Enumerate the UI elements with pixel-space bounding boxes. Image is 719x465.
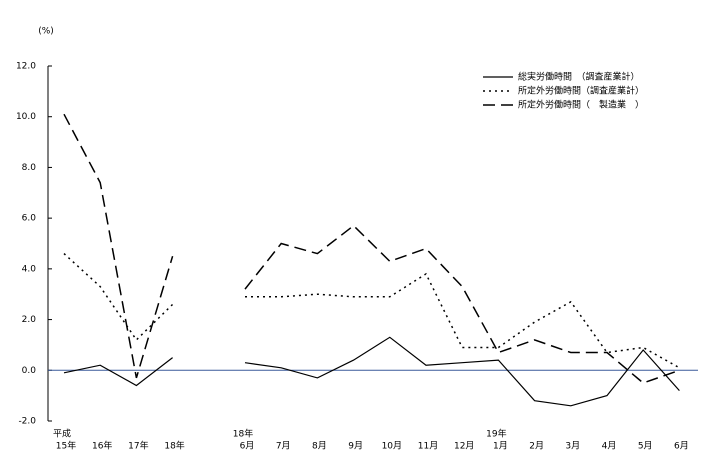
x-tick-label: 9月	[348, 441, 363, 452]
x-tick-label: 12月	[454, 441, 474, 452]
y-unit-label: (%)	[38, 27, 54, 37]
x-tick-label: 4月	[602, 441, 617, 452]
y-tick-label: 4.0	[22, 264, 37, 274]
x-tick-label: 5月	[638, 441, 653, 452]
x-tick-label: 1月	[493, 441, 508, 452]
x-tick-label: 7月	[276, 441, 291, 452]
x-tick-label: 17年	[128, 440, 148, 452]
y-tick-label: 10.0	[16, 112, 36, 122]
period-label: 平成	[53, 428, 71, 440]
x-tick-label: 18年	[164, 440, 184, 452]
x-tick-label: 10月	[382, 441, 402, 452]
period-label: 19年	[486, 428, 506, 440]
y-tick-label: 2.0	[22, 315, 37, 325]
period-label: 18年	[233, 428, 253, 440]
y-tick-label: -2.0	[18, 417, 36, 427]
y-tick-label: 8.0	[22, 163, 37, 173]
x-tick-label: 6月	[240, 441, 255, 452]
x-tick-label: 16年	[92, 440, 112, 452]
legend-label: 総実労働時間 （調査産業計）	[518, 71, 640, 83]
y-tick-label: 12.0	[16, 62, 36, 72]
series-line	[63, 253, 680, 369]
x-tick-label: 6月	[674, 441, 689, 452]
y-tick-label: 6.0	[22, 214, 37, 224]
y-tick-label: 0.0	[22, 366, 37, 376]
x-tick-label: 2月	[529, 441, 544, 452]
legend-label: 所定外労働時間（ 製造業 ）	[518, 99, 644, 111]
x-tick-label: 3月	[565, 441, 580, 452]
x-tick-label: 11月	[418, 441, 438, 452]
legend-label: 所定外労働時間（調査産業計）	[518, 85, 644, 97]
series-line	[63, 336, 680, 407]
series-line	[63, 113, 680, 384]
x-tick-label: 15年	[56, 440, 76, 452]
x-tick-label: 8月	[312, 441, 327, 452]
